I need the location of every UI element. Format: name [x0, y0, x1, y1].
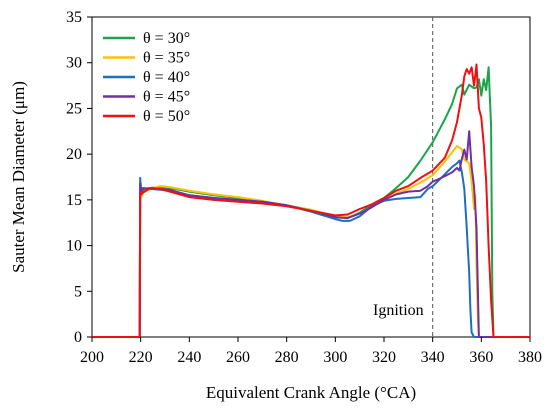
x-tick-label: 380 [518, 349, 542, 366]
x-tick-label: 220 [129, 349, 153, 366]
y-axis-title: Sauter Mean Diameter (μm) [9, 81, 28, 273]
series-line-1 [92, 144, 530, 338]
legend-label-1: θ = 35° [143, 50, 190, 67]
x-tick-label: 260 [226, 349, 250, 366]
y-tick-label: 10 [66, 238, 82, 255]
series-line-3 [92, 130, 530, 338]
x-tick-label: 320 [372, 349, 396, 366]
x-tick-label: 280 [275, 349, 299, 366]
y-tick-label: 25 [66, 100, 82, 117]
y-tick-label: 20 [66, 146, 82, 163]
x-tick-label: 360 [469, 349, 493, 366]
y-tick-label: 0 [74, 329, 82, 346]
series-lines [92, 63, 530, 338]
x-axis-ticks: 200 220 240 260 280 300 320 340 360 380 [80, 337, 542, 366]
series-line-4 [92, 63, 530, 338]
y-tick-label: 5 [74, 283, 82, 300]
legend-label-2: θ = 40° [143, 69, 190, 86]
x-axis-title: Equivalent Crank Angle (°CA) [206, 383, 416, 402]
x-tick-label: 300 [323, 349, 347, 366]
legend-label-0: θ = 30° [143, 30, 190, 47]
ignition-label: Ignition [373, 302, 424, 319]
plot-frame [91, 16, 531, 338]
x-tick-label: 200 [80, 349, 104, 366]
y-tick-label: 35 [66, 9, 82, 26]
legend-label-4: θ = 50° [143, 108, 190, 125]
x-tick-label: 240 [177, 349, 201, 366]
y-tick-label: 15 [66, 192, 82, 209]
legend-label-3: θ = 45° [143, 89, 190, 106]
ignition-annotation: Ignition [373, 17, 434, 337]
y-axis-ticks: 0 5 10 15 20 25 30 35 [66, 9, 92, 346]
x-tick-label: 340 [421, 349, 445, 366]
y-tick-label: 30 [66, 55, 82, 72]
legend: θ = 30° θ = 35° θ = 40° θ = 45° θ = 50° [103, 30, 190, 125]
plot-border [91, 16, 531, 338]
